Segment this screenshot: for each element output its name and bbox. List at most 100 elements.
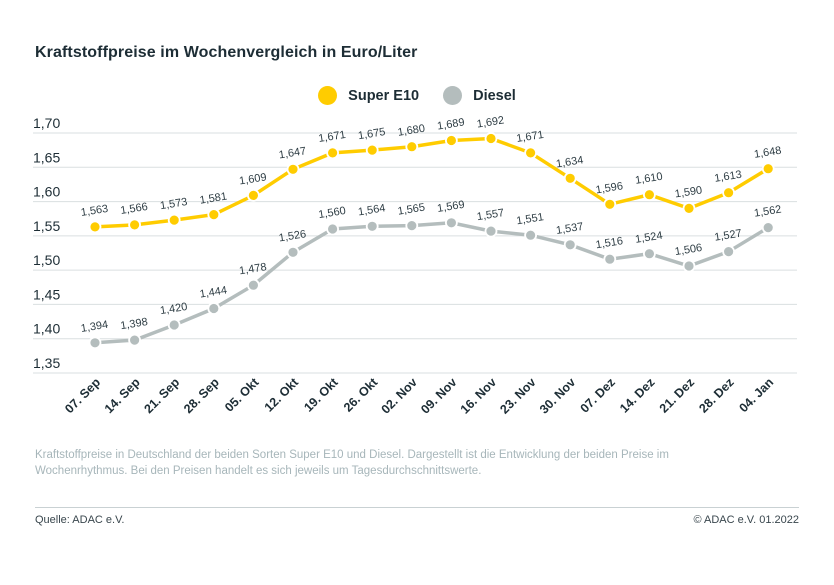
x-tick-label: 21. Dez (657, 375, 697, 415)
x-tick-label: 16. Nov (458, 375, 499, 416)
data-point (682, 202, 696, 215)
x-tick-label: 05. Okt (222, 375, 262, 415)
value-label: 1,420 (159, 301, 188, 317)
data-point (167, 318, 181, 332)
value-label: 1,566 (120, 201, 149, 217)
y-tick-label: 1,35 (33, 355, 60, 371)
data-point (722, 245, 735, 259)
data-point (286, 162, 300, 176)
value-label: 1,562 (753, 204, 782, 220)
x-tick-label: 14. Sep (102, 375, 143, 416)
super-e10-dot-icon (318, 86, 338, 105)
y-tick-label: 1,60 (33, 184, 60, 200)
x-tick-label: 02. Nov (379, 375, 420, 416)
data-point (682, 259, 696, 273)
data-point (563, 238, 577, 252)
source-text: Quelle: ADAC e.V. (35, 514, 125, 526)
value-label: 1,551 (516, 211, 545, 227)
value-label: 1,526 (278, 228, 307, 244)
data-point (167, 213, 181, 227)
data-point (444, 216, 458, 230)
series-line-super-e10 (94, 136, 770, 229)
data-point (128, 218, 142, 232)
x-tick-label: 07. Sep (62, 375, 103, 416)
x-tick-label: 23. Nov (497, 375, 538, 416)
value-label: 1,689 (436, 116, 465, 132)
value-label: 1,692 (476, 114, 505, 130)
value-label: 1,680 (397, 123, 426, 139)
chart-description: Kraftstoffpreise in Deutschland der beid… (35, 449, 669, 477)
x-tick-label: 12. Okt (262, 375, 302, 415)
legend-item-diesel: Diesel (443, 86, 516, 105)
data-point (365, 143, 379, 157)
data-point (286, 245, 300, 259)
data-point (761, 221, 775, 234)
value-label: 1,524 (634, 230, 663, 246)
value-label: 1,565 (397, 202, 426, 218)
data-point (524, 146, 537, 160)
diesel-dot-icon (443, 86, 463, 105)
value-label: 1,647 (278, 145, 307, 161)
x-tick-label: 30. Nov (537, 375, 578, 416)
footer-divider (35, 507, 799, 508)
value-label: 1,557 (476, 207, 505, 223)
value-label: 1,581 (199, 191, 228, 207)
data-point (563, 171, 577, 185)
x-tick-label: 09. Nov (418, 375, 459, 416)
data-point (88, 220, 102, 234)
x-tick-label: 21. Sep (141, 375, 182, 416)
x-tick-label: 26. Okt (341, 375, 381, 415)
y-tick-label: 1,40 (33, 321, 60, 337)
data-point (603, 197, 617, 211)
value-label: 1,573 (159, 196, 188, 212)
value-label: 1,478 (238, 261, 267, 277)
value-label: 1,398 (120, 316, 149, 332)
value-label: 1,444 (199, 284, 228, 300)
data-point (207, 302, 221, 315)
value-label: 1,675 (357, 126, 386, 142)
page-title: Kraftstoffpreise im Wochenvergleich in E… (35, 44, 418, 61)
value-label: 1,569 (436, 199, 465, 215)
series-line-diesel (94, 221, 770, 345)
data-point (722, 186, 735, 200)
data-point (128, 333, 142, 347)
value-label: 1,596 (595, 180, 624, 196)
legend-label-super-e10: Super E10 (348, 87, 420, 104)
data-point (524, 228, 537, 242)
value-label: 1,609 (238, 171, 267, 187)
legend-item-super-e10: Super E10 (318, 86, 419, 105)
data-point (326, 222, 340, 236)
value-label: 1,537 (555, 221, 584, 237)
value-label: 1,590 (674, 184, 703, 200)
data-point (643, 247, 656, 261)
value-label: 1,394 (80, 319, 109, 335)
x-tick-label: 28. Dez (696, 375, 736, 415)
data-point (484, 132, 498, 145)
x-tick-label: 07. Dez (578, 375, 618, 415)
value-label: 1,527 (714, 228, 743, 244)
x-tick-label: 28. Sep (181, 375, 222, 416)
data-point (246, 278, 260, 292)
value-label: 1,610 (634, 171, 663, 187)
value-label: 1,634 (555, 154, 584, 170)
x-tick-label: 04. Jan (736, 375, 776, 415)
data-point (207, 208, 221, 221)
data-point (405, 219, 419, 232)
data-point (246, 189, 260, 202)
value-label: 1,564 (357, 202, 386, 218)
copyright-text: © ADAC e.V. 01.2022 (693, 514, 799, 526)
data-point (405, 140, 419, 154)
data-point (643, 188, 656, 202)
y-tick-label: 1,55 (33, 218, 60, 234)
value-label: 1,516 (595, 235, 624, 251)
value-label: 1,613 (714, 169, 743, 185)
data-point (88, 336, 102, 350)
data-point (326, 146, 340, 160)
value-label: 1,648 (753, 145, 782, 161)
value-label: 1,563 (80, 203, 109, 219)
value-label: 1,560 (318, 205, 347, 221)
y-tick-label: 1,70 (33, 115, 60, 131)
data-point (761, 162, 775, 176)
